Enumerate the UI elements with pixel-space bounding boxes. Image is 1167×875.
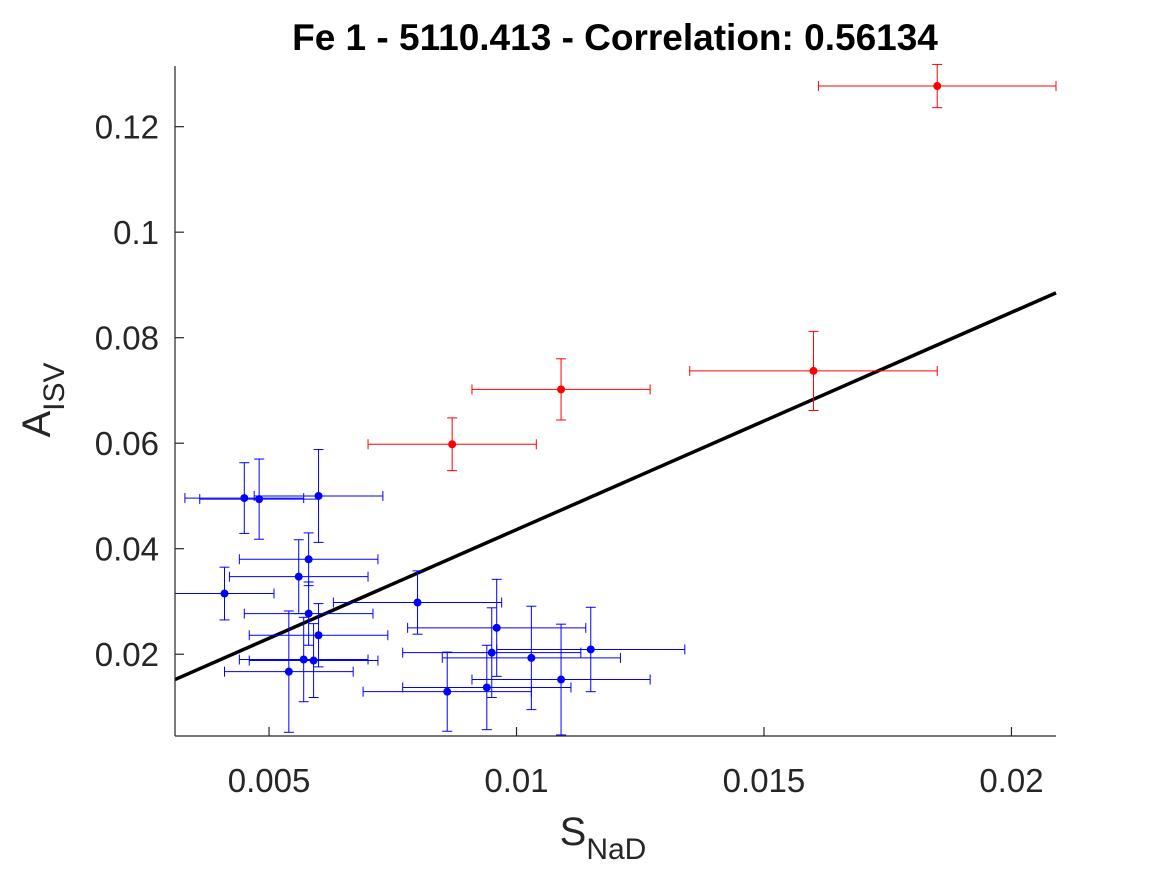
data-point	[309, 656, 318, 665]
data-point	[240, 494, 249, 503]
data-point	[255, 495, 264, 504]
data-point	[809, 366, 818, 375]
y-axis-ticks: 0.02 0.04 0.06 0.08 0.1 0.12	[95, 109, 184, 673]
fit-line	[174, 291, 1057, 682]
x-axis-ticks: 0.005 0.01 0.015 0.02	[228, 727, 1044, 799]
y-tick-label: 0.12	[95, 109, 159, 146]
data-point	[557, 675, 566, 684]
y-axis-label-sub: ISV	[38, 362, 71, 410]
series-1	[367, 63, 1057, 472]
data-point	[284, 667, 293, 676]
y-tick-label: 0.04	[95, 531, 159, 568]
x-tick-label: 0.005	[228, 762, 311, 799]
fit-line-layer	[174, 291, 1057, 682]
y-axis-label: AISV	[15, 362, 71, 437]
data-point	[443, 687, 452, 696]
y-tick-label: 0.02	[95, 636, 159, 673]
data-point	[482, 683, 491, 692]
series-2	[174, 449, 686, 736]
data-point	[527, 653, 536, 662]
x-axis-label-main: S	[560, 810, 587, 854]
y-tick-label: 0.08	[95, 320, 159, 357]
data-point	[304, 555, 313, 564]
y-tick-label: 0.06	[95, 425, 159, 462]
data-point	[586, 645, 595, 654]
data-point	[413, 598, 422, 607]
data-point	[220, 589, 229, 598]
data-point	[304, 609, 313, 618]
x-axis-label: SNaD	[560, 810, 647, 866]
data-points-layer	[174, 63, 1057, 736]
y-tick-label: 0.1	[113, 214, 159, 251]
chart-title: Fe 1 - 5110.413 - Correlation: 0.56134	[292, 17, 938, 58]
data-point	[492, 623, 501, 632]
x-tick-label: 0.02	[979, 762, 1043, 799]
axes	[174, 66, 1056, 737]
x-tick-label: 0.015	[723, 762, 806, 799]
data-point	[294, 572, 303, 581]
x-axis-label-sub: NaD	[586, 833, 646, 866]
data-point	[557, 385, 566, 394]
x-tick-label: 0.01	[484, 762, 548, 799]
data-point	[448, 440, 457, 449]
y-axis-label-main: A	[15, 411, 59, 438]
data-point	[314, 491, 323, 500]
data-point	[933, 82, 942, 91]
data-point	[314, 631, 323, 640]
data-point	[299, 655, 308, 664]
data-point	[487, 648, 496, 657]
